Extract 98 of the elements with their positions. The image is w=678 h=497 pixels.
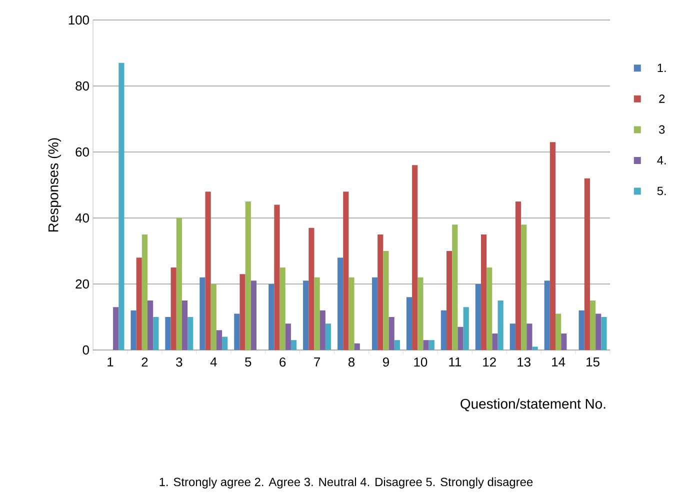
y-tick-label: 80: [76, 81, 89, 91]
bar: [446, 250, 452, 350]
bar: [418, 277, 424, 350]
bar: [458, 326, 464, 350]
x-tick-label: 4: [210, 357, 217, 366]
x-tick-label: 10: [414, 357, 428, 367]
bar: [440, 310, 447, 350]
bar: [544, 280, 550, 350]
bar: [200, 277, 206, 350]
y-tick-label: 100: [68, 15, 89, 25]
bar: [153, 316, 159, 350]
bar: [176, 218, 182, 350]
bar: [372, 277, 378, 350]
x-tick-label: 11: [449, 357, 462, 366]
bar: [486, 267, 492, 350]
bar: [510, 324, 516, 350]
bar: [378, 234, 384, 350]
bar: [290, 340, 297, 350]
y-tick-label: 20: [76, 279, 89, 289]
bar: [343, 192, 349, 350]
y-tick-label: 40: [75, 213, 89, 223]
legend-label: 4.: [657, 156, 666, 164]
bar: [348, 277, 354, 350]
bar: [394, 340, 400, 350]
legend-label: 3: [658, 125, 665, 134]
y-tick-label: 0: [82, 345, 89, 355]
bar: [423, 340, 429, 350]
bar: [556, 314, 562, 350]
bar: [480, 234, 487, 350]
bar: [240, 274, 246, 350]
x-tick-label: 6: [280, 357, 286, 367]
x-tick-label: 1: [108, 357, 114, 366]
bar: [222, 336, 228, 350]
x-tick-label: 2: [142, 357, 148, 367]
bar: [205, 192, 211, 350]
x-axis-title: Question/statement No.: [460, 398, 606, 412]
bar: [428, 340, 434, 350]
bar: [338, 258, 344, 350]
legend-label: 5.: [657, 186, 666, 196]
bar: [452, 224, 458, 350]
bar: [406, 297, 412, 350]
bar: [165, 316, 171, 350]
bar: [596, 314, 602, 350]
bar: [308, 228, 314, 350]
bar: [325, 324, 332, 350]
bar: [354, 343, 360, 350]
bar: [412, 165, 418, 350]
legend-label: 1.: [658, 64, 666, 72]
bar: [170, 267, 176, 350]
bar: [521, 224, 527, 350]
bar: [188, 316, 194, 350]
bar: [268, 284, 274, 350]
bar: [148, 300, 154, 350]
bar: [320, 310, 326, 350]
bar: [314, 277, 320, 350]
legend-label: 2: [659, 94, 665, 103]
bar: [383, 250, 389, 350]
bar: [274, 204, 280, 350]
y-tick-label: 60: [76, 147, 89, 157]
bar: [492, 333, 498, 350]
bar: [578, 310, 584, 350]
bar: [561, 333, 567, 350]
bar: [182, 300, 188, 350]
x-tick-label: 5: [245, 357, 252, 367]
bar: [280, 267, 286, 350]
bar: [136, 258, 142, 350]
bar: [130, 310, 136, 350]
bar: [532, 346, 538, 350]
bar: [550, 142, 556, 350]
text: 1. Strongly agree 2. Agree 3. Neutral 4. Disagree 5. Strongly disagree: [160, 477, 533, 489]
bar: [515, 201, 522, 350]
x-tick-label: 3: [176, 357, 182, 367]
bar: [234, 314, 240, 350]
bar: [601, 316, 607, 350]
bar: [210, 284, 216, 350]
bar: [475, 284, 481, 350]
bar: [388, 316, 394, 350]
bar: [118, 62, 124, 350]
bar: [463, 307, 469, 350]
bar: [113, 307, 119, 350]
x-tick-label: 12: [483, 357, 496, 367]
bar: [142, 234, 148, 350]
bar: [590, 300, 596, 350]
bar: [498, 300, 504, 350]
bar: [250, 280, 257, 350]
bar: [245, 201, 251, 350]
bar: [584, 178, 590, 350]
x-tick-label: 13: [518, 357, 530, 367]
x-tick-label: 14: [552, 357, 566, 366]
y-axis-title: Responses (%): [48, 138, 62, 232]
bar: [303, 280, 309, 350]
x-tick-label: 15: [586, 357, 600, 367]
x-tick-label: 8: [348, 357, 355, 367]
bar: [216, 330, 222, 350]
x-tick-label: 9: [382, 357, 389, 367]
bar: [526, 324, 532, 350]
bar: [285, 324, 291, 350]
x-tick-label: 7: [314, 357, 320, 366]
